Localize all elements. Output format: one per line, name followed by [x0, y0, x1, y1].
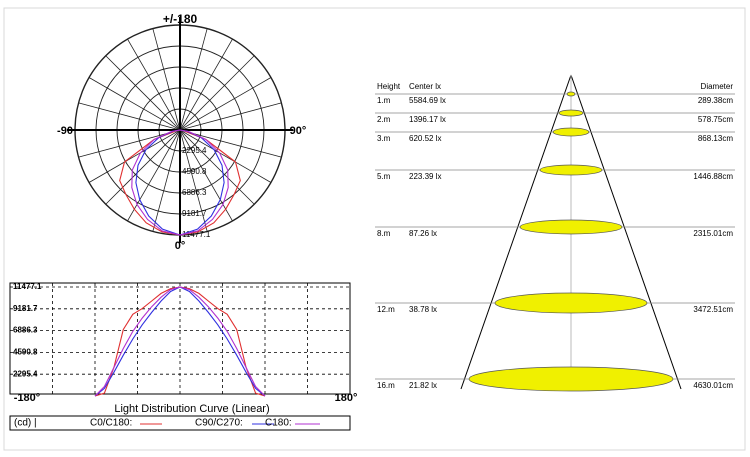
legend-label: C180:: [265, 418, 292, 429]
cone-height: 1.m: [377, 96, 391, 105]
legend-box: [9, 415, 351, 431]
linear-title: Light Distribution Curve (Linear): [114, 403, 269, 415]
cone-lux: 620.52 lx: [409, 134, 441, 143]
cone-diameter: 868.13cm: [698, 134, 733, 143]
linear-tick-label: 11477.1: [13, 282, 42, 291]
cone-lux: 1396.17 lx: [409, 115, 446, 124]
cone-edge: [570, 74, 682, 390]
cone-lux: 21.82 lx: [409, 381, 437, 390]
light-spot: [566, 91, 576, 97]
cone-height: 8.m: [377, 229, 391, 238]
polar-ring-label: 6886.3: [182, 188, 207, 197]
cone-diameter: 578.75cm: [698, 115, 733, 124]
cone-edge: [460, 74, 572, 390]
linear-x-left: -180°: [14, 392, 40, 404]
legend-label: C90/C270:: [195, 418, 243, 429]
cone-height: 12.m: [377, 305, 395, 314]
cone-height: 5.m: [377, 172, 391, 181]
cone-header: Center lx: [409, 82, 441, 91]
linear-tick-label: 9181.7: [13, 304, 38, 313]
legend-label: C0/C180:: [90, 418, 132, 429]
light-spot: [558, 109, 584, 117]
polar-left-label: -90: [57, 125, 73, 137]
legend-unit: (cd) |: [14, 418, 37, 429]
light-spot: [519, 219, 623, 235]
cone-height: 16.m: [377, 381, 395, 390]
light-spot: [494, 292, 648, 314]
light-spot: [539, 164, 603, 176]
polar-ring-label: 11477.1: [182, 230, 211, 239]
cone-diameter: 3472.51cm: [693, 305, 733, 314]
polar-ring-label: 4590.8: [182, 167, 207, 176]
cone-lux: 5584.69 lx: [409, 96, 446, 105]
cone-header: Height: [377, 82, 401, 91]
cone-diameter: 289.38cm: [698, 96, 733, 105]
cone-diameter: 4630.01cm: [693, 381, 733, 390]
linear-tick-label: 6886.3: [13, 326, 38, 335]
polar-right-label: 90°: [290, 125, 307, 137]
cone-height: 2.m: [377, 115, 391, 124]
cone-diameter: 2315.01cm: [693, 229, 733, 238]
linear-tick-label: 2295.4: [13, 369, 38, 378]
polar-curve: [131, 129, 229, 236]
cone-diameter: 1446.88cm: [693, 172, 733, 181]
cone-lux: 38.78 lx: [409, 305, 437, 314]
cone-header: Diameter: [701, 82, 734, 91]
polar-bottom-label: 0°: [175, 240, 186, 252]
light-spot: [468, 366, 674, 392]
linear-tick-label: 4590.8: [13, 348, 38, 357]
cone-lux: 87.26 lx: [409, 229, 437, 238]
light-spot: [552, 127, 590, 137]
polar-ring-label: 2295.4: [182, 146, 207, 155]
polar-ring-label: 9181.7: [182, 209, 207, 218]
linear-curve: [94, 286, 266, 397]
cone-height: 3.m: [377, 134, 391, 143]
linear-x-right: 180°: [335, 392, 358, 404]
cone-lux: 223.39 lx: [409, 172, 441, 181]
